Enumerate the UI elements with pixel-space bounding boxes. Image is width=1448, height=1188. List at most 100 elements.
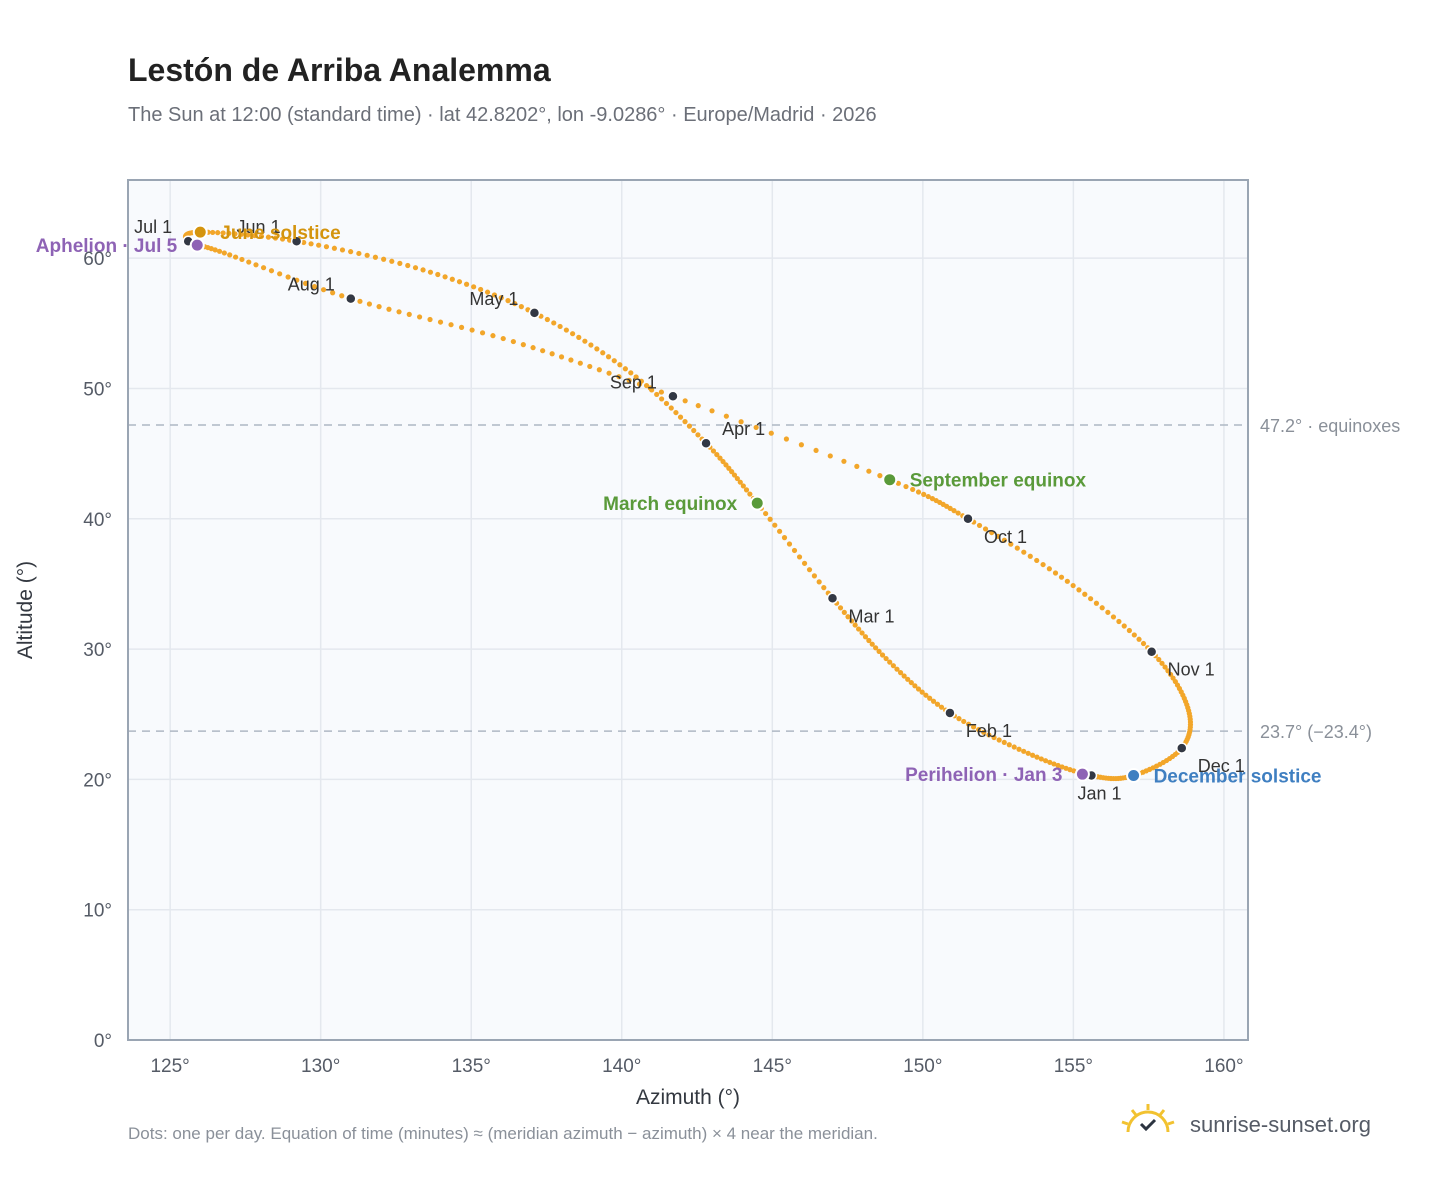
- daily-sun-dot: [811, 573, 818, 579]
- daily-sun-dot: [397, 260, 403, 266]
- daily-sun-dot: [682, 398, 688, 404]
- brand-name: sunrise-sunset.org: [1190, 1112, 1371, 1137]
- daily-sun-dot: [1001, 739, 1007, 746]
- y-tick-label: 30°: [83, 640, 112, 661]
- daily-sun-dot: [915, 686, 922, 692]
- event-markers: June solstice Aphelion · Jul 5 March equin…: [36, 223, 1322, 787]
- reference-line-label: 47.2° · equinoxes: [1260, 416, 1400, 436]
- daily-sun-dot: [456, 279, 463, 285]
- daily-sun-dot: [490, 333, 496, 339]
- daily-sun-dot: [570, 331, 576, 337]
- daily-sun-dot: [386, 306, 392, 312]
- daily-sun-dot: [887, 659, 893, 665]
- daily-sun-dot: [339, 293, 345, 299]
- daily-sun-dot: [449, 276, 455, 282]
- daily-sun-dot: [540, 348, 546, 354]
- daily-sun-dot: [294, 277, 300, 283]
- daily-sun-dot: [890, 663, 896, 669]
- daily-sun-dot: [668, 405, 674, 411]
- month-label: Jun 1: [237, 217, 281, 237]
- daily-sun-dot: [965, 721, 972, 727]
- daily-sun-dot: [323, 244, 330, 250]
- daily-sun-dot: [238, 231, 244, 237]
- month-label: Sep 1: [610, 372, 657, 392]
- daily-sun-dot: [348, 249, 354, 255]
- daily-sun-dot: [606, 370, 612, 376]
- daily-sun-dot: [416, 314, 423, 320]
- x-tick-label: 160°: [1204, 1056, 1243, 1077]
- daily-sun-dot: [245, 232, 251, 238]
- daily-sun-dot: [301, 239, 307, 246]
- daily-sun-dot: [903, 483, 909, 490]
- daily-sun-dot: [1051, 761, 1057, 767]
- daily-sun-dot: [302, 280, 309, 286]
- daily-sun-dot: [221, 250, 227, 256]
- daily-sun-dot: [376, 304, 382, 310]
- daily-sun-dot: [677, 414, 684, 420]
- daily-sun-dot: [268, 268, 275, 274]
- daily-sun-dot: [605, 354, 612, 360]
- daily-sun-dot: [737, 479, 743, 485]
- daily-sun-dot: [1070, 582, 1076, 589]
- daily-sun-dot: [695, 403, 701, 409]
- daily-sun-dot: [1105, 609, 1111, 615]
- daily-sun-dot: [772, 522, 778, 528]
- daily-sun-dot: [226, 230, 232, 236]
- daily-sun-dot: [901, 673, 907, 679]
- daily-sun-dot: [484, 289, 491, 295]
- daily-sun-dot: [1159, 660, 1165, 666]
- grid-lines: [128, 180, 1248, 1040]
- daily-sun-dot: [781, 535, 788, 541]
- daily-sun-dot: [1034, 754, 1040, 760]
- plot-area: [128, 180, 1248, 1040]
- daily-sun-dot: [717, 455, 723, 461]
- daily-sun-dot: [798, 442, 804, 448]
- daily-sun-dot: [253, 262, 259, 268]
- daily-sun-dot: [558, 354, 565, 360]
- daily-sun-dot: [339, 247, 346, 253]
- daily-sun-dot: [768, 430, 774, 436]
- daily-sun-dot: [1027, 553, 1033, 559]
- daily-sun-dot: [1006, 742, 1012, 748]
- daily-sun-dot: [915, 489, 922, 495]
- daily-sun-dot: [740, 483, 746, 489]
- sun-logo-icon: [1121, 1104, 1175, 1133]
- daily-sun-dot: [1126, 627, 1132, 634]
- daily-sun-dot: [854, 463, 860, 469]
- event-label: June solstice: [220, 223, 340, 244]
- daily-sun-dot: [320, 287, 327, 293]
- month-label: Oct 1: [984, 527, 1027, 547]
- daily-sun-dot: [588, 342, 594, 348]
- daily-sun-dot: [786, 541, 793, 547]
- daily-sun-dot: [285, 274, 291, 280]
- daily-sun-dot: [1025, 750, 1031, 756]
- daily-sun-dot: [927, 695, 933, 701]
- daily-sun-dot: [357, 298, 363, 304]
- daily-sun-dot: [1082, 591, 1088, 597]
- daily-sun-dot: [796, 554, 803, 560]
- daily-sun-dot: [420, 267, 426, 273]
- daily-sun-dot: [1001, 537, 1007, 543]
- month-marker: [962, 513, 974, 525]
- daily-sun-dot: [976, 727, 982, 733]
- daily-sun-dot: [1021, 549, 1027, 555]
- daily-sun-dot: [1016, 746, 1022, 752]
- y-tick-label: 50°: [83, 379, 112, 400]
- daily-sun-dot: [316, 242, 322, 248]
- daily-sun-dot: [866, 468, 872, 474]
- daily-sun-dot: [600, 350, 606, 356]
- daily-sun-dot: [622, 366, 628, 372]
- daily-sun-dot: [491, 292, 498, 298]
- daily-sun-dot: [801, 560, 808, 566]
- daily-sun-dot: [816, 579, 822, 585]
- event-marker: [189, 237, 205, 253]
- x-tick-label: 130°: [301, 1056, 340, 1077]
- daily-sun-dot: [908, 679, 914, 686]
- axis-ticks: 125° 130° 135° 140° 145° 150° 155° 160° 0° 10° 20°…: [83, 249, 1243, 1077]
- daily-sun-dot: [925, 493, 931, 500]
- daily-sun-dot: [216, 248, 223, 254]
- month-label: Nov 1: [1168, 660, 1215, 680]
- y-tick-label: 40°: [83, 510, 112, 531]
- brand-link[interactable]: sunrise-sunset.org: [1120, 1102, 1420, 1146]
- daily-sun-dot: [905, 676, 911, 682]
